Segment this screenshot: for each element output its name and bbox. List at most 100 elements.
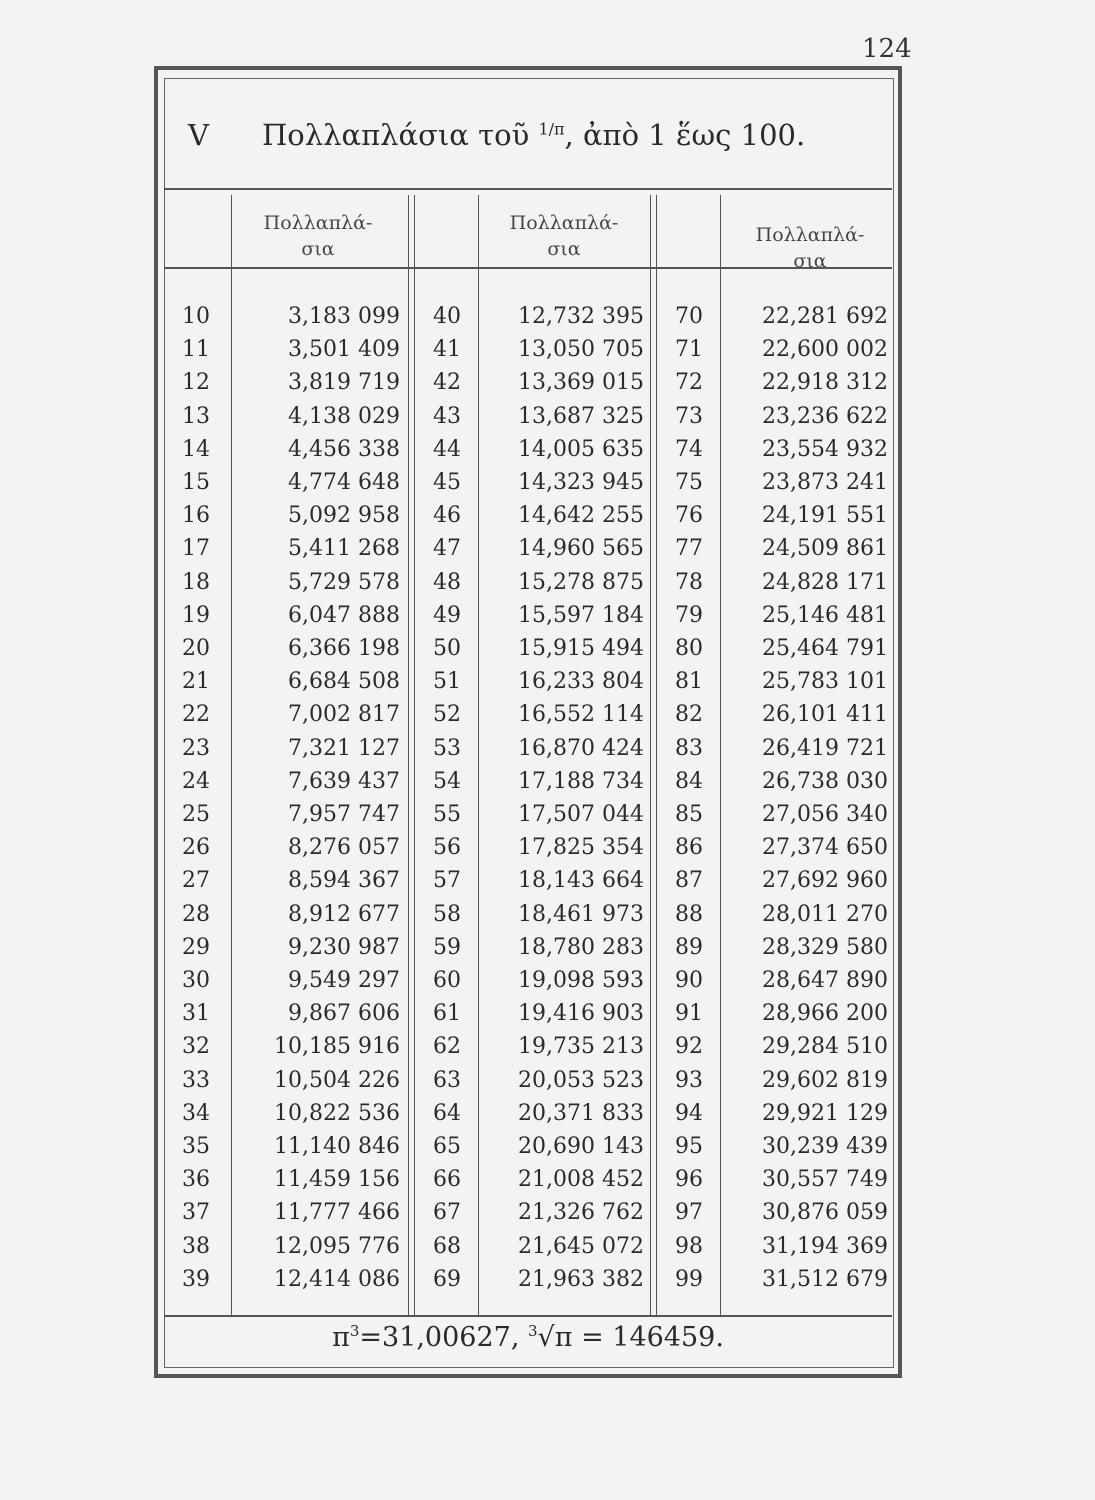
multiplier-cell: 36	[182, 1167, 210, 1193]
value-cell: 23,236 622	[762, 403, 888, 429]
multiplier-cell: 63	[433, 1067, 461, 1093]
value-cell: 29,284 510	[762, 1034, 888, 1060]
value-cell: 24,191 551	[762, 503, 888, 529]
value-cell: 12,414 086	[274, 1266, 400, 1292]
value-cell: 8,912 677	[288, 901, 400, 927]
value-cell: 28,011 270	[762, 901, 888, 927]
column-divider	[231, 195, 232, 1315]
value-cell: 24,828 171	[762, 569, 888, 595]
multiplier-cell: 22	[182, 702, 210, 728]
value-cell: 3,501 409	[288, 337, 400, 363]
multiplier-cell: 35	[182, 1134, 210, 1159]
multiplier-cell: 42	[433, 370, 461, 396]
table-row: 25 7,957 747 55 17,507 044 85 27,056 340	[158, 800, 898, 833]
value-cell: 7,002 817	[288, 702, 400, 728]
multiplier-cell: 67	[433, 1200, 461, 1226]
value-cell: 19,098 593	[518, 968, 644, 993]
multiplier-cell: 43	[433, 403, 461, 429]
value-cell: 19,416 903	[518, 1001, 644, 1027]
multiplier-cell: 70	[675, 304, 703, 329]
value-cell: 26,419 721	[762, 735, 888, 761]
multiplier-cell: 78	[675, 569, 703, 595]
value-cell: 20,371 833	[518, 1100, 644, 1126]
value-cell: 10,822 536	[274, 1100, 400, 1126]
column-header-2: Πολλαπλά-σια	[509, 212, 619, 260]
multiplier-cell: 37	[182, 1200, 210, 1226]
value-cell: 14,323 945	[518, 470, 644, 495]
footer-cube-value: =31,00627,	[359, 1322, 528, 1353]
value-cell: 16,870 424	[518, 735, 644, 761]
value-cell: 17,188 734	[518, 768, 644, 794]
table-frame: V Πολλαπλάσια τοῦ 1/π, ἀπὸ 1 ἕως 100. Πο…	[154, 66, 902, 1378]
column-divider	[478, 195, 479, 1315]
value-cell: 10,185 916	[274, 1034, 400, 1060]
multiplier-cell: 25	[182, 802, 210, 827]
multiplier-cell: 62	[433, 1034, 461, 1060]
table-row: 10 3,183 099 40 12,732 395 70 22,281 692	[158, 302, 898, 335]
value-cell: 12,732 395	[518, 304, 644, 329]
title-prefix: Πολλαπλάσια τοῦ	[262, 118, 539, 152]
value-cell: 5,729 578	[288, 569, 400, 595]
multiplier-cell: 49	[433, 602, 461, 628]
multiplier-cell: 79	[675, 602, 703, 628]
multiplier-cell: 59	[433, 934, 461, 960]
table-row: 16 5,092 958 46 14,642 255 76 24,191 551	[158, 501, 898, 534]
multiplier-cell: 60	[433, 968, 461, 993]
value-cell: 31,512 679	[762, 1266, 888, 1292]
value-cell: 14,642 255	[518, 503, 644, 529]
multiplier-cell: 61	[433, 1001, 461, 1027]
value-cell: 27,692 960	[762, 868, 888, 894]
multiplier-cell: 46	[433, 503, 461, 529]
multiplier-cell: 24	[182, 768, 210, 794]
value-cell: 6,366 198	[288, 636, 400, 661]
table-inner-border	[164, 78, 894, 1368]
value-cell: 11,140 846	[274, 1134, 400, 1159]
value-cell: 20,053 523	[518, 1067, 644, 1093]
multiplier-cell: 72	[675, 370, 703, 396]
multiplier-cell: 55	[433, 802, 461, 827]
table-footer: π3=31,00627, 3√π = 146459.	[158, 1322, 898, 1353]
column-divider	[656, 195, 657, 1315]
multiplier-cell: 51	[433, 669, 461, 695]
value-cell: 18,461 973	[518, 901, 644, 927]
multiplier-cell: 99	[675, 1266, 703, 1292]
value-cell: 29,921 129	[762, 1100, 888, 1126]
multiplier-cell: 98	[675, 1233, 703, 1259]
multiplier-cell: 57	[433, 868, 461, 894]
value-cell: 25,146 481	[762, 602, 888, 628]
multiplier-cell: 26	[182, 835, 210, 861]
value-cell: 5,411 268	[288, 536, 400, 562]
multiplier-cell: 75	[675, 470, 703, 495]
value-cell: 4,774 648	[288, 470, 400, 495]
value-cell: 21,008 452	[518, 1167, 644, 1193]
table-row: 31 9,867 606 61 19,416 903 91 28,966 200	[158, 999, 898, 1032]
multiplier-cell: 90	[675, 968, 703, 993]
value-cell: 13,050 705	[518, 337, 644, 363]
multiplier-cell: 96	[675, 1167, 703, 1193]
value-cell: 15,597 184	[518, 602, 644, 628]
value-cell: 27,374 650	[762, 835, 888, 861]
value-cell: 10,504 226	[274, 1067, 400, 1093]
value-cell: 8,276 057	[288, 835, 400, 861]
multiplier-cell: 97	[675, 1200, 703, 1226]
multiplier-cell: 27	[182, 868, 210, 894]
table-row: 26 8,276 057 56 17,825 354 86 27,374 650	[158, 833, 898, 866]
multiplier-cell: 32	[182, 1034, 210, 1060]
multiplier-cell: 66	[433, 1167, 461, 1193]
title-text: Πολλαπλάσια τοῦ 1/π, ἀπὸ 1 ἕως 100.	[262, 118, 805, 152]
multiplier-cell: 82	[675, 702, 703, 728]
multiplier-cell: 20	[182, 636, 210, 661]
value-cell: 11,777 466	[274, 1200, 400, 1226]
multiplier-cell: 31	[182, 1001, 210, 1027]
value-cell: 22,600 002	[762, 337, 888, 363]
multiplier-cell: 44	[433, 436, 461, 462]
multiplier-cell: 18	[182, 569, 210, 595]
multiplier-cell: 47	[433, 536, 461, 562]
multiplier-cell: 94	[675, 1100, 703, 1126]
value-cell: 30,557 749	[762, 1167, 888, 1193]
value-cell: 17,825 354	[518, 835, 644, 861]
value-cell: 7,321 127	[288, 735, 400, 761]
multiplier-cell: 30	[182, 968, 210, 993]
multiplier-cell: 11	[182, 337, 210, 363]
multiplier-cell: 87	[675, 868, 703, 894]
